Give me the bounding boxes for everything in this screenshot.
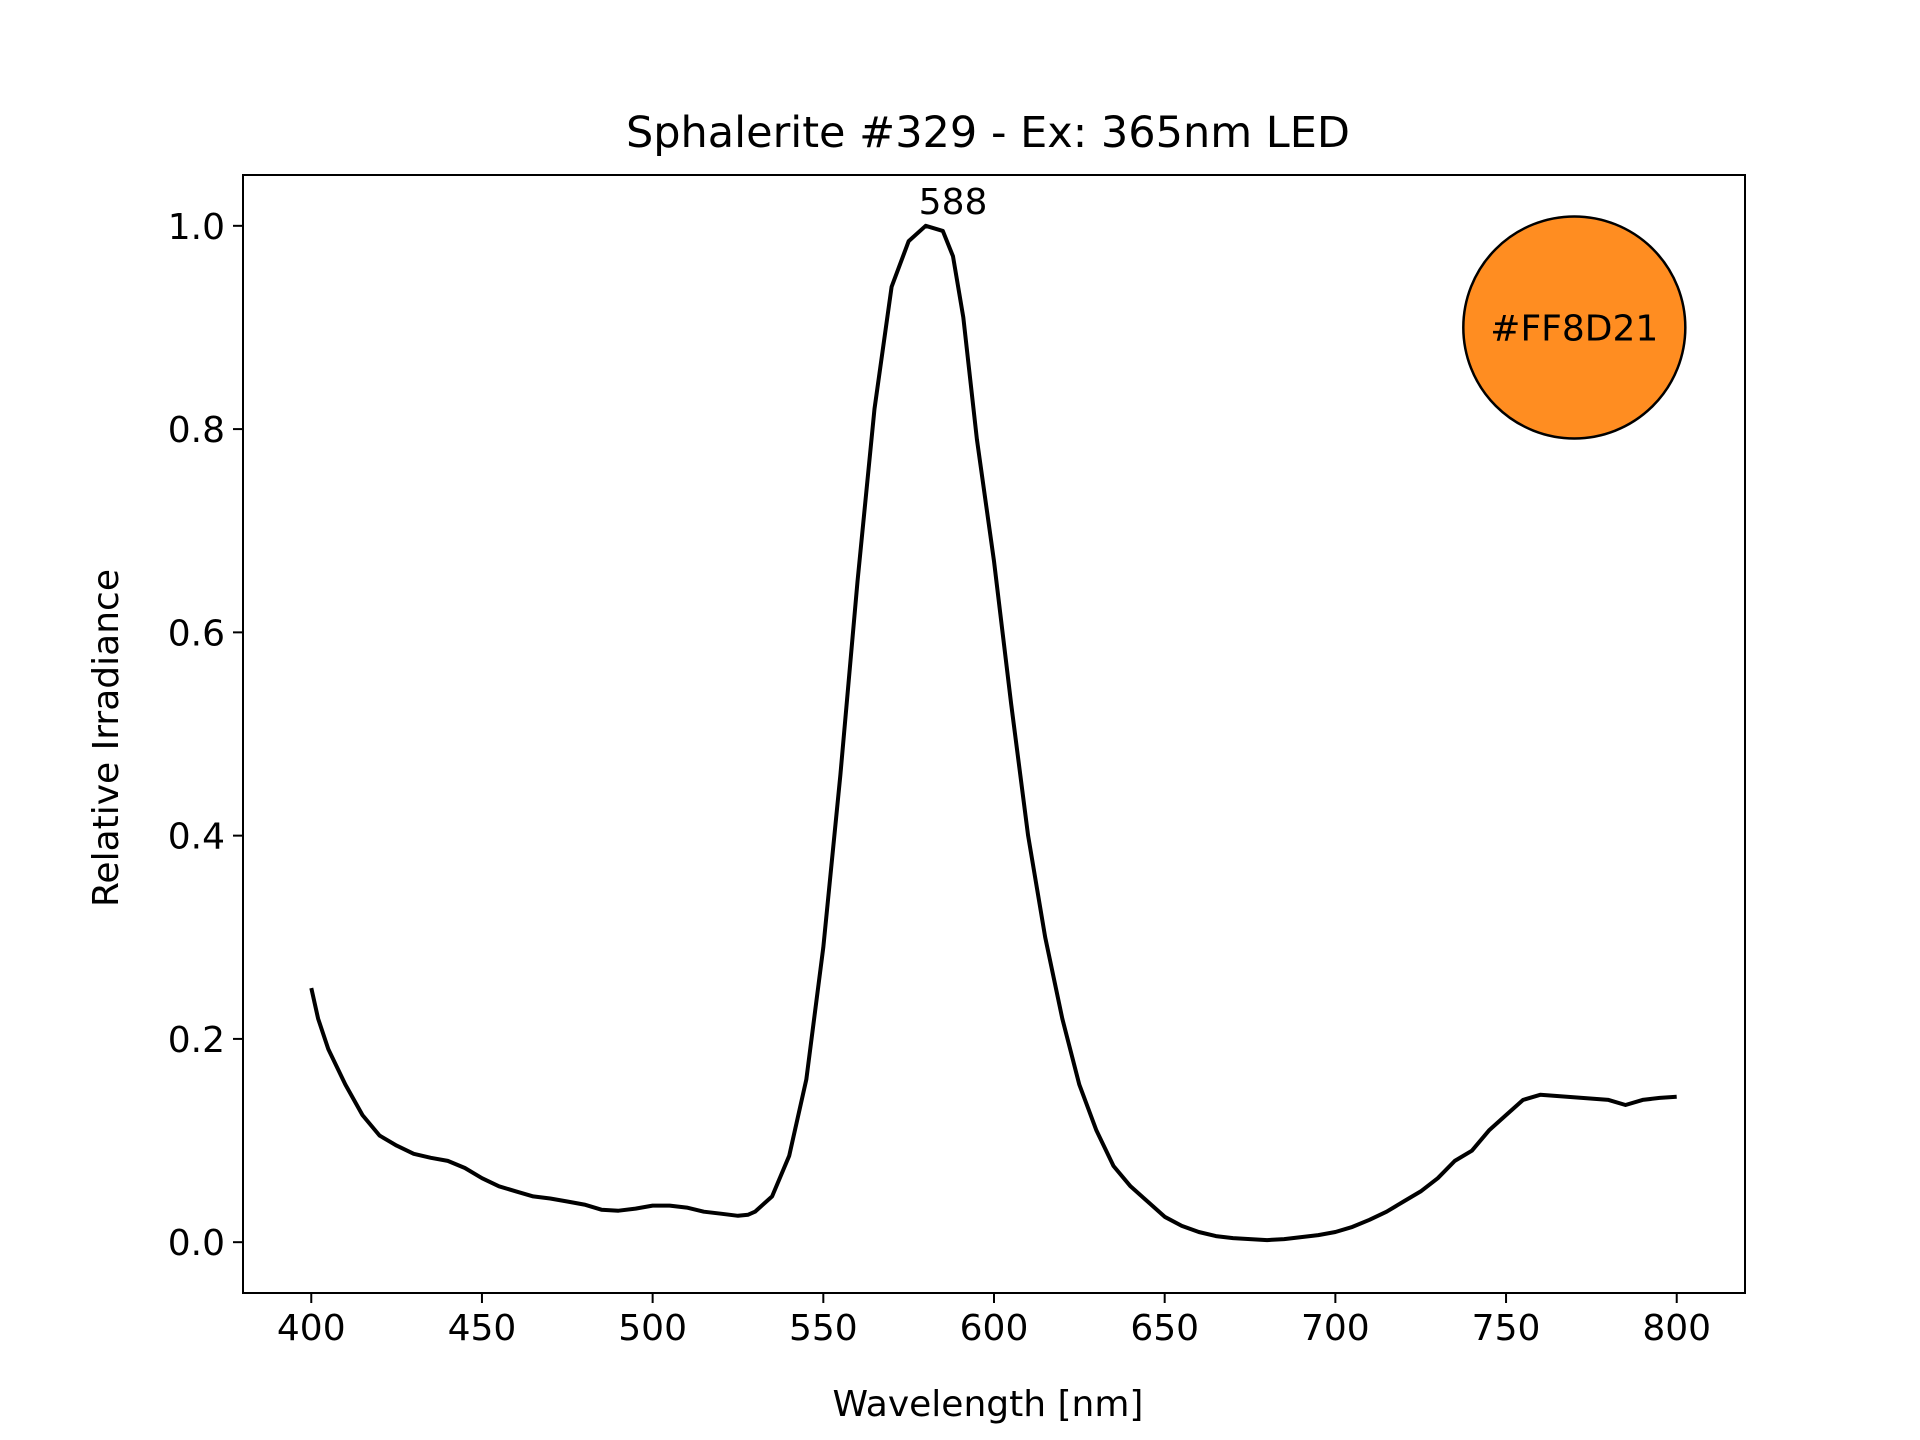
x-tick-label: 700 [1301, 1308, 1370, 1349]
plot-frame [242, 174, 1746, 1294]
color-swatch-label: #FF8D21 [1490, 308, 1658, 349]
x-tick-label: 550 [789, 1308, 858, 1349]
y-axis-title: Relative Irradiance [86, 569, 127, 907]
x-tick-label: 800 [1642, 1308, 1711, 1349]
color-swatch-circle [1462, 215, 1687, 440]
peak-label: 588 [919, 182, 988, 223]
x-tick-label: 500 [618, 1308, 687, 1349]
y-tick-label: 0.8 [168, 410, 225, 451]
x-tick-label: 650 [1130, 1308, 1199, 1349]
spectrum-line [309, 223, 1677, 1243]
chart-title: Sphalerite #329 - Ex: 365nm LED [626, 108, 1350, 158]
plot-layer: 400 450 500 550 600 650 700 750 800 0.0 0.2 0.4 0.6 0… [168, 174, 1746, 1349]
y-tick-label: 0.0 [168, 1223, 225, 1264]
y-tick-label: 1.0 [168, 207, 225, 248]
x-tick-label: 750 [1472, 1308, 1541, 1349]
y-tick-label: 0.6 [168, 613, 225, 654]
x-tick-label: 450 [448, 1308, 517, 1349]
x-tick-label: 400 [277, 1308, 346, 1349]
y-tick-label: 0.4 [168, 817, 225, 858]
x-axis-title: Wavelength [nm] [833, 1384, 1144, 1425]
y-tick-label: 0.2 [168, 1020, 225, 1061]
x-tick-label: 600 [960, 1308, 1029, 1349]
